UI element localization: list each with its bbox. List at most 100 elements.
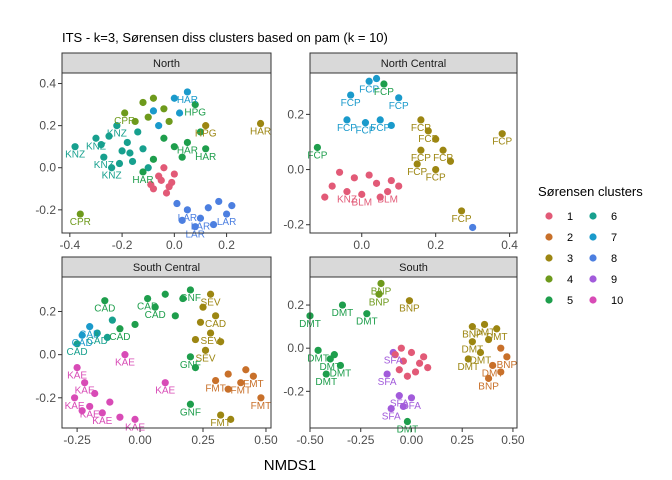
point-label: SFA xyxy=(402,401,421,412)
data-point xyxy=(98,409,106,417)
data-point xyxy=(343,188,351,196)
points-group xyxy=(70,286,265,423)
data-point xyxy=(131,320,139,329)
point-label: DMT xyxy=(482,368,504,379)
data-point xyxy=(144,294,152,303)
data-point xyxy=(242,366,250,374)
point-label: FCP xyxy=(492,137,512,148)
data-point xyxy=(446,157,455,165)
point-label: FCP xyxy=(307,150,327,161)
data-point xyxy=(100,153,108,161)
data-point xyxy=(161,290,169,298)
data-point xyxy=(108,316,116,324)
point-label: KAE xyxy=(155,386,175,397)
data-point xyxy=(91,389,99,398)
point-label: BNP xyxy=(399,304,420,315)
legend-key xyxy=(545,233,553,241)
facet-strip-label: South xyxy=(399,262,428,274)
data-point xyxy=(70,394,79,402)
data-point xyxy=(403,417,412,426)
data-point xyxy=(237,379,245,387)
data-point xyxy=(432,165,440,174)
data-point xyxy=(336,361,345,370)
data-point xyxy=(183,138,191,147)
point-label: KAE xyxy=(75,386,95,397)
legend-label: 6 xyxy=(611,211,617,223)
point-label: CAD xyxy=(79,330,100,341)
point-label: KNZ xyxy=(102,171,122,182)
data-point xyxy=(183,206,191,214)
point-label: DMT xyxy=(397,425,419,436)
point-label: DMT xyxy=(356,317,378,328)
data-point xyxy=(403,372,412,380)
data-point xyxy=(149,94,158,102)
data-point xyxy=(113,122,121,130)
point-label: FCP xyxy=(407,167,427,178)
point-label: BLM xyxy=(351,197,372,208)
point-label: FMT xyxy=(243,379,264,390)
point-label: SFA xyxy=(378,377,397,388)
y-tick-label: 0.0 xyxy=(287,163,304,177)
point-label: DMT xyxy=(315,377,337,388)
point-label: KAE xyxy=(65,401,85,412)
facet-strip-label: South Central xyxy=(133,262,200,274)
y-tick-label: 0.2 xyxy=(287,298,304,312)
legend-label: 3 xyxy=(567,253,573,265)
data-point xyxy=(196,128,205,136)
point-label: CAD xyxy=(109,332,130,343)
data-point xyxy=(131,415,139,423)
point-label: LAR xyxy=(217,217,236,228)
data-point xyxy=(397,344,405,352)
x-tick-label: 0.00 xyxy=(128,433,152,447)
point-label: GNF xyxy=(180,407,201,418)
data-point xyxy=(155,172,163,180)
point-label: HPG xyxy=(184,108,206,119)
data-point xyxy=(183,88,191,96)
x-tick-label: 0.2 xyxy=(218,238,235,252)
point-label: FCP xyxy=(341,98,361,109)
panel-border xyxy=(61,72,272,234)
data-point xyxy=(322,370,330,378)
point-label: FCP xyxy=(374,87,394,98)
point-label: FCP xyxy=(337,123,357,134)
point-label: SEV xyxy=(201,297,221,308)
x-tick-label: 0.25 xyxy=(191,433,215,447)
data-point xyxy=(160,164,168,172)
data-point xyxy=(115,159,124,168)
legend-key xyxy=(545,296,553,304)
data-point xyxy=(191,223,199,231)
data-point xyxy=(493,325,501,333)
point-label: KNZ xyxy=(86,141,106,152)
data-point xyxy=(314,346,322,354)
data-point xyxy=(97,140,105,149)
data-point xyxy=(206,329,215,337)
point-label: HPG xyxy=(195,129,217,140)
point-label: HAR xyxy=(250,127,271,138)
point-label: SFA xyxy=(390,399,409,410)
point-label: SFA xyxy=(384,356,403,367)
panel-border xyxy=(61,276,272,429)
data-point xyxy=(387,404,395,413)
point-label: HAR xyxy=(132,175,153,186)
data-point xyxy=(134,128,142,136)
data-point xyxy=(217,411,225,419)
legend-title: Sørensen clusters xyxy=(538,184,643,199)
y-tick-label: -0.2 xyxy=(283,218,304,232)
data-point xyxy=(186,286,195,294)
y-tick-label: 0.0 xyxy=(39,348,56,362)
x-tick-label: -0.25 xyxy=(347,433,375,447)
data-point xyxy=(73,340,81,348)
data-point xyxy=(116,413,124,421)
point-label: LAR xyxy=(178,213,197,224)
point-label: HAR xyxy=(177,95,198,106)
data-point xyxy=(78,407,86,415)
labels-group: DMTDMTDMTBNPBNPBNPDMTDMTDMTDMTSFASFASFAS… xyxy=(299,286,517,435)
data-point xyxy=(395,94,403,102)
legend-label: 8 xyxy=(611,253,617,265)
data-point xyxy=(161,379,169,387)
points-group xyxy=(313,74,506,232)
y-tick-label: -0.2 xyxy=(35,203,56,217)
